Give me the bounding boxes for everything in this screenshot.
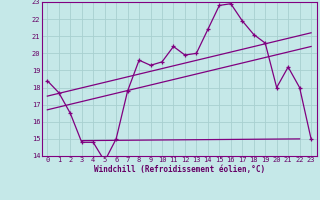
X-axis label: Windchill (Refroidissement éolien,°C): Windchill (Refroidissement éolien,°C) [94, 165, 265, 174]
